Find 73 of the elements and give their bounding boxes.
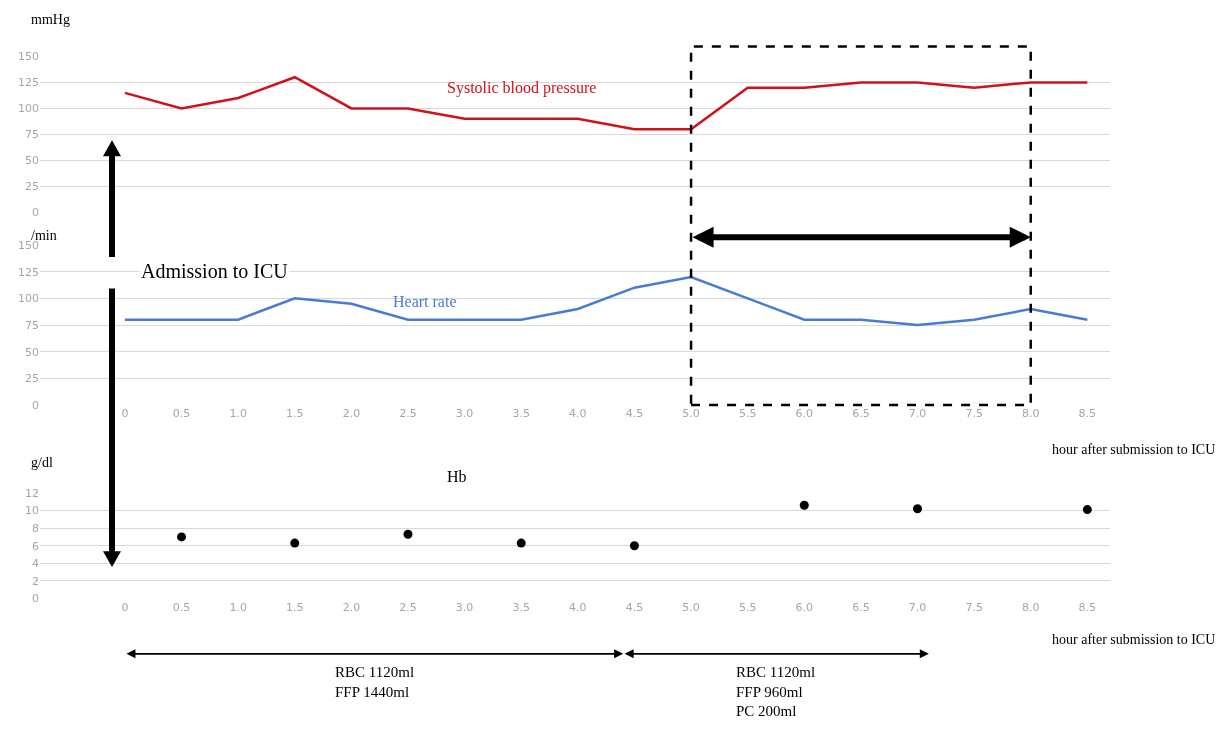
y-tick-label: 10 xyxy=(25,504,39,518)
point xyxy=(516,538,526,548)
x-axis-title: hour after submission to ICU xyxy=(1052,632,1216,647)
x-tick-label: 2.5 xyxy=(399,600,417,614)
y-tick-label: 0 xyxy=(32,206,39,220)
x-tick-label: 3.0 xyxy=(455,406,474,420)
line-series xyxy=(123,75,1089,131)
y-tick-label: 75 xyxy=(25,318,39,332)
y-tick-label: 4 xyxy=(32,557,39,571)
x-axis-title: hour after submission to ICU xyxy=(1052,442,1216,457)
x-tick-label: 8.0 xyxy=(1021,600,1040,614)
x-tick-label: 1.5 xyxy=(286,406,304,420)
x-tick-label: 4.0 xyxy=(569,406,587,420)
y-tick-label: 125 xyxy=(18,76,39,90)
x-tick-label: 2.0 xyxy=(342,406,361,420)
text: RBC 1120ml FFP 960ml PC 200ml xyxy=(736,664,816,719)
y-axis-title: mmHg xyxy=(31,12,70,27)
point xyxy=(290,538,300,548)
y-tick-label: 8 xyxy=(32,521,39,535)
x-tick-label: 0 xyxy=(121,406,129,420)
x-tick-label: 4.0 xyxy=(569,600,587,614)
y-tick-label: 50 xyxy=(25,345,39,359)
x-tick-label: 7.0 xyxy=(908,406,927,420)
point xyxy=(403,529,413,539)
y-tick-label: 2 xyxy=(32,574,39,588)
x-tick-label: 1.5 xyxy=(286,600,304,614)
x-tick-label: 5.0 xyxy=(682,406,700,420)
x-tick-label: 6.5 xyxy=(852,600,870,614)
x-tick-label: 0 xyxy=(121,600,129,614)
x-tick-label: 7.5 xyxy=(965,406,983,420)
point xyxy=(799,500,809,510)
x-tick-label: 0.5 xyxy=(172,406,191,420)
x-tick-label: 7.5 xyxy=(965,600,983,614)
x-tick-label: 5.0 xyxy=(682,600,700,614)
y-tick-label: 12 xyxy=(25,486,39,500)
x-tick-label: 8.5 xyxy=(1078,406,1097,420)
x-tick-label: 0.5 xyxy=(172,600,191,614)
x-tick-label: 6.0 xyxy=(795,406,814,420)
text: Hb xyxy=(447,468,467,485)
x-tick-label: 2.5 xyxy=(399,406,417,420)
x-tick-label: 3.0 xyxy=(455,600,474,614)
x-tick-label: 3.5 xyxy=(512,600,530,614)
x-tick-label: 6.5 xyxy=(852,406,870,420)
x-tick-label: 5.5 xyxy=(738,406,757,420)
y-tick-label: 125 xyxy=(18,265,39,279)
y-tick-label: 100 xyxy=(18,102,39,116)
y-tick-label: 25 xyxy=(25,372,39,386)
x-tick-label: 1.0 xyxy=(229,600,247,614)
y-axis-title: g/dl xyxy=(31,455,53,470)
y-tick-label: 25 xyxy=(25,180,39,194)
point xyxy=(177,532,187,542)
x-tick-label: 8.0 xyxy=(1021,406,1040,420)
text: RBC 1120ml FFP 1440ml xyxy=(335,664,415,700)
series-label: Systolic blood pressure xyxy=(447,79,597,97)
point xyxy=(913,504,923,514)
x-tick-label: 8.5 xyxy=(1078,600,1097,614)
series-label: Heart rate xyxy=(393,293,457,310)
y-tick-label: 6 xyxy=(32,539,39,553)
x-tick-label: 3.5 xyxy=(512,406,530,420)
point xyxy=(629,541,639,551)
y-tick-label: 150 xyxy=(18,50,39,64)
x-tick-label: 4.5 xyxy=(625,406,644,420)
y-tick-label: 100 xyxy=(18,292,39,306)
x-tick-label: 6.0 xyxy=(795,600,814,614)
y-tick-label: 75 xyxy=(25,128,39,142)
x-tick-label: 2.0 xyxy=(342,600,361,614)
x-tick-label: 4.5 xyxy=(625,600,644,614)
x-tick-label: 5.5 xyxy=(738,600,757,614)
x-tick-label: 1.0 xyxy=(229,406,247,420)
y-tick-label: 50 xyxy=(25,154,39,168)
annotation: Admission to ICU xyxy=(141,260,289,282)
x-tick-label: 7.0 xyxy=(908,600,927,614)
point xyxy=(1082,505,1092,515)
